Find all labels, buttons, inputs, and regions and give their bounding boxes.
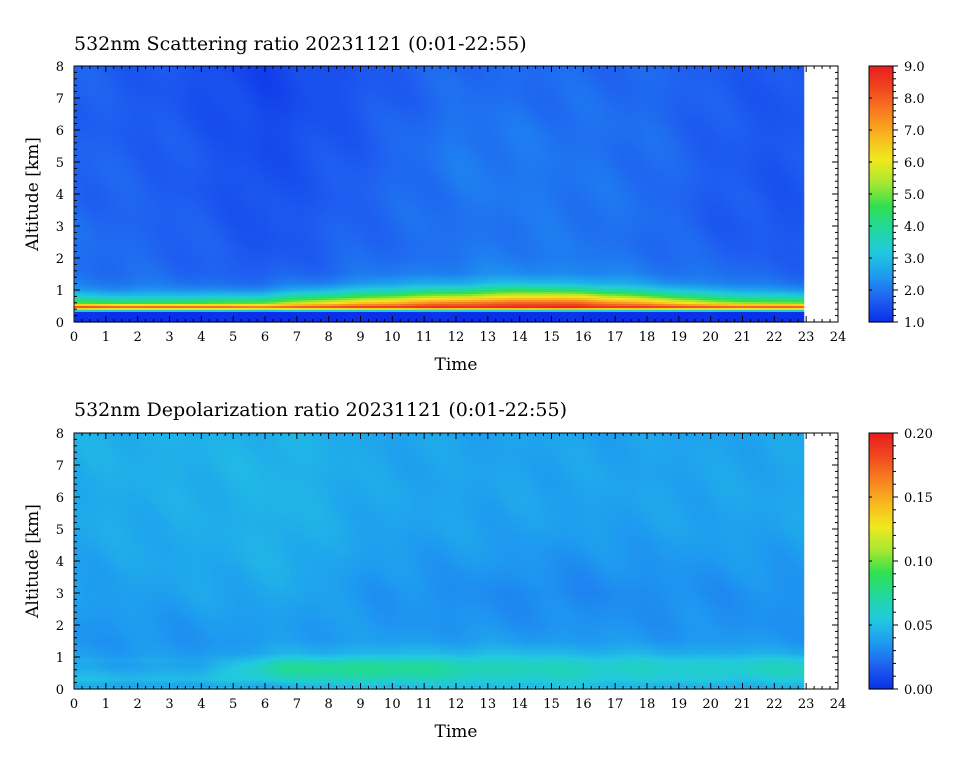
heatmap-field (75, 66, 805, 323)
chart-panel-1: 532nm Scattering ratio 20231121 (0:01-22… (23, 33, 925, 375)
figure-canvas: 532nm Scattering ratio 20231121 (0:01-22… (0, 0, 960, 770)
chart-title: 532nm Scattering ratio 20231121 (0:01-22… (74, 33, 527, 55)
